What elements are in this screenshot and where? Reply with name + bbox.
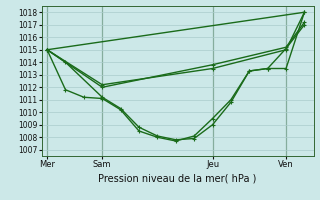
X-axis label: Pression niveau de la mer( hPa ): Pression niveau de la mer( hPa ) [99,173,257,183]
